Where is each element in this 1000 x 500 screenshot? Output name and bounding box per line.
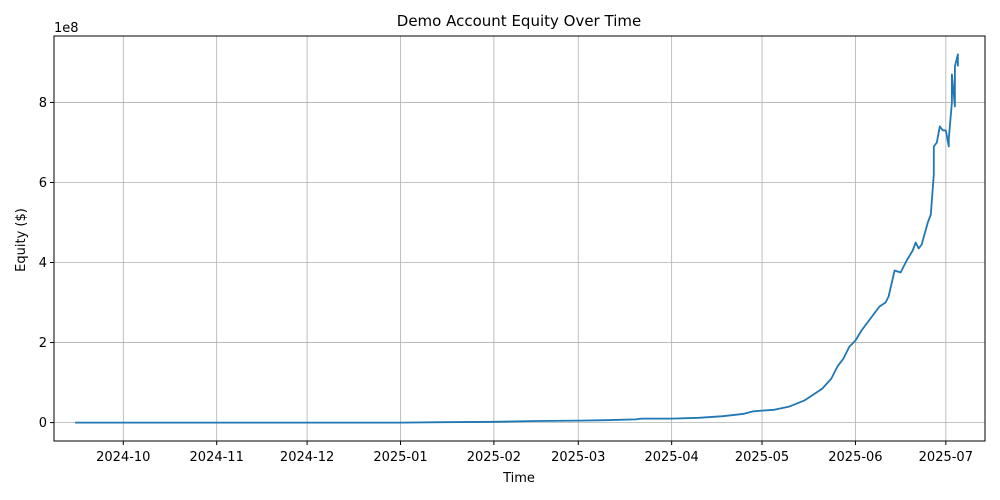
x-tick-label: 2025-04 bbox=[644, 450, 698, 465]
x-tick-label: 2025-05 bbox=[735, 450, 789, 465]
y-tick-label: 2 bbox=[39, 336, 47, 351]
x-tick-label: 2025-02 bbox=[467, 450, 521, 465]
x-tick-label: 2024-11 bbox=[190, 450, 244, 465]
equity-line bbox=[75, 53, 959, 424]
y-axis-title: Equity ($) bbox=[14, 208, 29, 272]
x-tick-label: 2024-12 bbox=[280, 450, 334, 465]
y-tick-label: 6 bbox=[39, 176, 47, 191]
x-tick-label: 2025-01 bbox=[373, 450, 427, 465]
x-tick-label: 2025-06 bbox=[828, 450, 882, 465]
plot-frame bbox=[53, 35, 986, 442]
tick-layer: 0 2 4 6 8 2024-10 2024-11 2024-12 2025-01 2025-02… bbox=[39, 96, 973, 465]
x-axis-title: Time bbox=[502, 471, 535, 486]
x-tick-label: 2025-03 bbox=[551, 450, 605, 465]
y-tick-label: 4 bbox=[39, 256, 47, 271]
x-tick-label: 2025-07 bbox=[919, 450, 973, 465]
y-axis-offset-label: 1e8 bbox=[54, 21, 79, 36]
y-tick-label: 0 bbox=[39, 416, 47, 431]
chart-title: Demo Account Equity Over Time bbox=[397, 12, 641, 30]
grid-lines bbox=[54, 36, 985, 441]
y-tick-label: 8 bbox=[39, 96, 47, 111]
series-layer bbox=[75, 53, 959, 424]
x-tick-label: 2024-10 bbox=[96, 450, 150, 465]
